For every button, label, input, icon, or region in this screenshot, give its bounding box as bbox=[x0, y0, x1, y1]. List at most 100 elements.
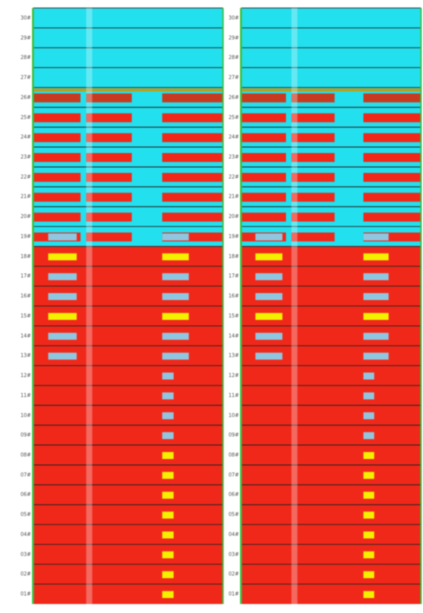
bar bbox=[291, 153, 335, 162]
row-label: 13# bbox=[20, 353, 31, 359]
bar bbox=[86, 153, 132, 162]
row-bg bbox=[33, 365, 223, 386]
row-label: 05# bbox=[20, 512, 31, 518]
bar bbox=[363, 192, 421, 202]
row-label: 14# bbox=[20, 333, 31, 339]
bar bbox=[48, 293, 77, 301]
row-bg bbox=[241, 564, 421, 585]
row-label: 01# bbox=[228, 592, 239, 598]
row-label: 16# bbox=[20, 294, 31, 300]
bar bbox=[48, 312, 77, 320]
bar bbox=[255, 293, 283, 301]
row-label: 07# bbox=[228, 472, 239, 478]
bar bbox=[33, 192, 81, 202]
row-label: 05# bbox=[228, 512, 239, 518]
row-label: 15# bbox=[20, 313, 31, 319]
bar bbox=[291, 192, 335, 202]
bar bbox=[241, 153, 286, 162]
bar bbox=[86, 133, 132, 143]
bar bbox=[363, 412, 375, 420]
row-bg bbox=[33, 385, 223, 406]
bar bbox=[33, 113, 81, 123]
row-label: 13# bbox=[228, 353, 239, 359]
row-label: 25# bbox=[228, 115, 239, 121]
row-bg bbox=[33, 345, 223, 366]
bar bbox=[162, 153, 223, 162]
bar bbox=[241, 113, 286, 123]
row-bg bbox=[33, 266, 223, 287]
bar bbox=[363, 172, 421, 182]
row-label: 22# bbox=[20, 174, 31, 180]
bar bbox=[162, 531, 174, 539]
row-label: 26# bbox=[228, 95, 239, 101]
row-label: 21# bbox=[20, 194, 31, 200]
bar bbox=[86, 172, 132, 182]
row-bg bbox=[241, 67, 421, 88]
row-bg bbox=[241, 47, 421, 68]
bar bbox=[291, 133, 335, 143]
row-label: 19# bbox=[228, 234, 239, 240]
bar bbox=[162, 113, 223, 123]
row-label: 23# bbox=[20, 155, 31, 161]
bar bbox=[241, 93, 286, 103]
row-label: 26# bbox=[20, 95, 31, 101]
bar bbox=[48, 352, 77, 360]
bar bbox=[363, 432, 375, 440]
row-bg bbox=[241, 484, 421, 505]
row-label: 28# bbox=[20, 55, 31, 61]
bar bbox=[363, 571, 375, 579]
row-bg bbox=[241, 504, 421, 525]
bar bbox=[363, 392, 375, 400]
bar bbox=[255, 312, 283, 320]
bar bbox=[162, 232, 223, 242]
row-label: 24# bbox=[228, 135, 239, 141]
bar bbox=[363, 233, 389, 241]
row-bg bbox=[33, 67, 223, 88]
row-label: 12# bbox=[20, 373, 31, 379]
row-label: 23# bbox=[228, 155, 239, 161]
bar bbox=[162, 452, 174, 459]
bar bbox=[33, 93, 81, 103]
row-label: 03# bbox=[20, 552, 31, 558]
bar bbox=[363, 293, 389, 301]
bar bbox=[48, 332, 77, 340]
bar bbox=[363, 352, 389, 360]
row-label: 04# bbox=[20, 532, 31, 538]
bar bbox=[363, 372, 375, 380]
row-label: 24# bbox=[20, 135, 31, 141]
bar bbox=[162, 332, 189, 340]
bar bbox=[363, 531, 375, 539]
row-label: 22# bbox=[228, 174, 239, 180]
bar bbox=[162, 591, 174, 599]
bar bbox=[363, 591, 375, 599]
row-bg bbox=[33, 325, 223, 346]
row-bg bbox=[33, 584, 223, 604]
bar bbox=[86, 212, 132, 222]
row-bg bbox=[33, 504, 223, 525]
bar bbox=[363, 511, 375, 519]
bar bbox=[291, 93, 335, 103]
bar bbox=[363, 232, 421, 242]
row-bg bbox=[241, 464, 421, 485]
bar bbox=[363, 253, 389, 261]
row-label: 30# bbox=[228, 15, 239, 21]
bar bbox=[363, 93, 421, 103]
bar bbox=[162, 412, 174, 420]
bar bbox=[162, 551, 174, 559]
bar bbox=[33, 172, 81, 182]
bar bbox=[363, 551, 375, 559]
row-label: 25# bbox=[20, 115, 31, 121]
bar bbox=[86, 93, 132, 103]
row-label: 10# bbox=[20, 413, 31, 419]
row-label: 18# bbox=[228, 254, 239, 260]
row-bg bbox=[33, 286, 223, 306]
bar bbox=[363, 212, 421, 222]
bar bbox=[241, 212, 286, 222]
row-label: 17# bbox=[20, 274, 31, 280]
row-label: 02# bbox=[20, 572, 31, 578]
row-bg bbox=[33, 544, 223, 565]
bar bbox=[33, 88, 223, 92]
row-label: 14# bbox=[228, 333, 239, 339]
bar bbox=[162, 312, 189, 320]
